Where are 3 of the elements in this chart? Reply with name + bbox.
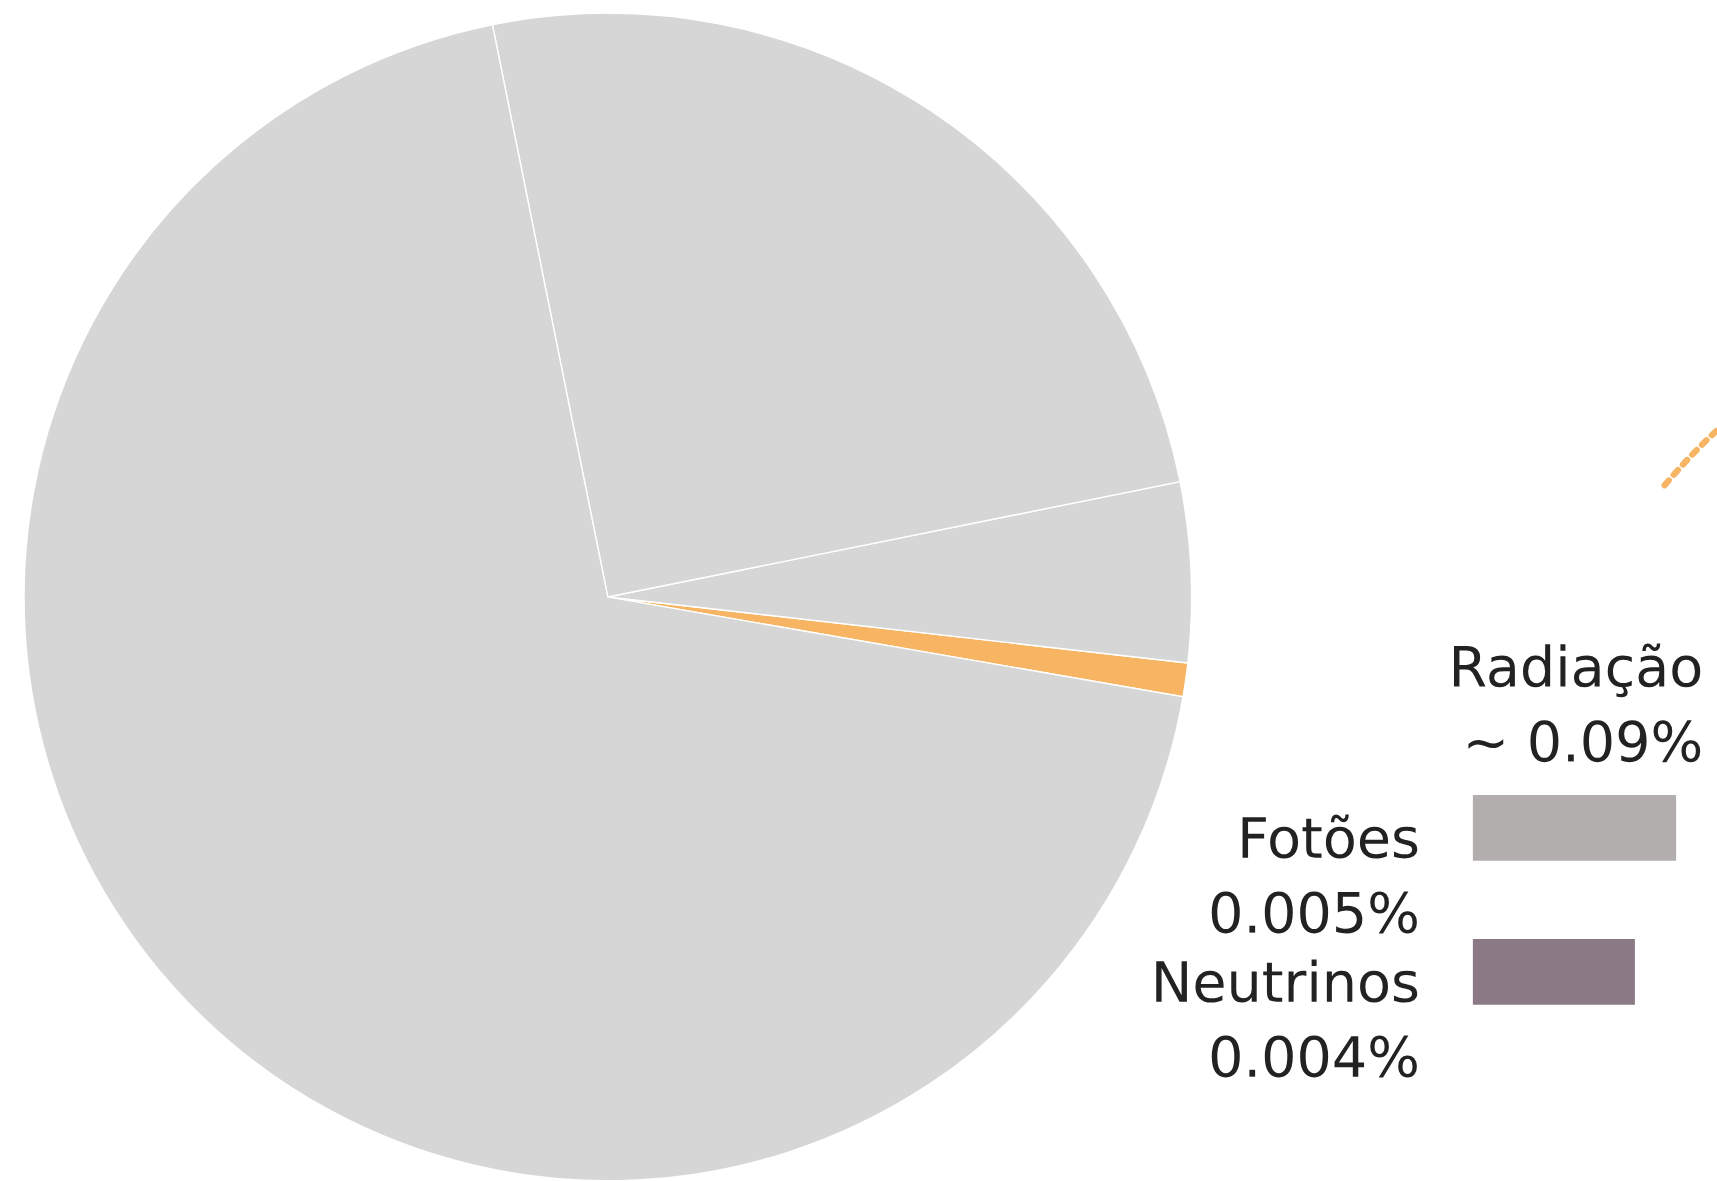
- text: Neutrinos 0.004%: [1156, 959, 1418, 1078]
- text: Radiação ~ 0.09%: [1453, 643, 1701, 763]
- text: Fotões 0.005%: [1211, 814, 1418, 934]
